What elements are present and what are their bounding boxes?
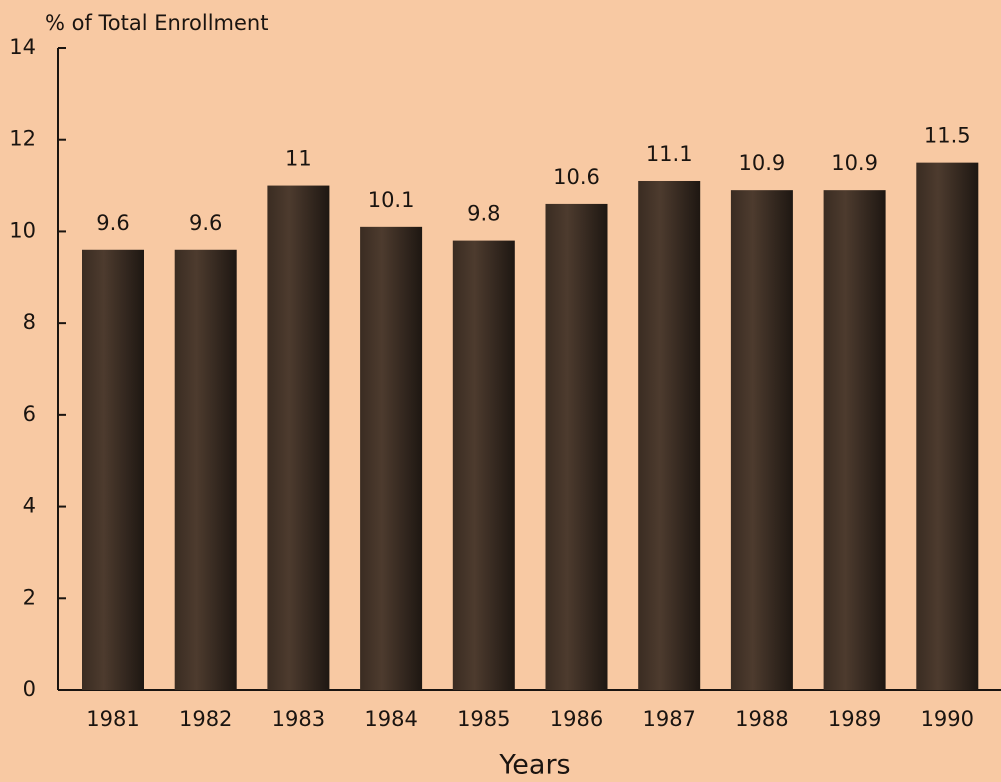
x-tick-label: 1986 [550,707,603,731]
bar [82,249,144,690]
y-tick-label: 8 [23,310,36,334]
data-label: 11.1 [646,142,693,166]
x-tick-label: 1982 [179,707,232,731]
x-tick-label: 1987 [642,707,695,731]
y-tick-label: 4 [23,494,36,518]
y-tick-label: 6 [23,402,36,426]
bar [174,249,237,690]
x-tick-label: 1981 [86,707,139,731]
y-axis-label: % of Total Enrollment [45,11,268,35]
bar [452,240,515,690]
x-tick-label: 1985 [457,707,510,731]
data-label: 9.6 [189,211,222,235]
bar [545,203,608,690]
x-tick-label: 1990 [921,707,974,731]
y-tick-label: 10 [9,218,36,242]
y-tick-label: 0 [23,677,36,701]
data-label: 10.1 [368,188,415,212]
x-axis-label: Years [498,750,570,781]
bar [730,190,793,690]
data-label: 10.9 [831,151,878,175]
y-tick-label: 12 [9,127,36,151]
x-tick-label: 1983 [272,707,325,731]
bar [823,190,886,690]
x-tick-label: 1984 [364,707,417,731]
x-tick-label: 1988 [735,707,788,731]
data-label: 10.9 [739,151,786,175]
x-tick-label: 1989 [828,707,881,731]
data-label: 11 [285,147,312,171]
y-tick-label: 2 [23,585,36,609]
bar [638,180,701,690]
bar [267,185,330,691]
bar [916,162,979,691]
y-tick-label: 14 [9,35,36,59]
data-label: 9.8 [467,202,500,226]
data-label: 11.5 [924,124,971,148]
data-label: 10.6 [553,165,600,189]
data-label: 9.6 [96,211,129,235]
bar [360,226,423,691]
